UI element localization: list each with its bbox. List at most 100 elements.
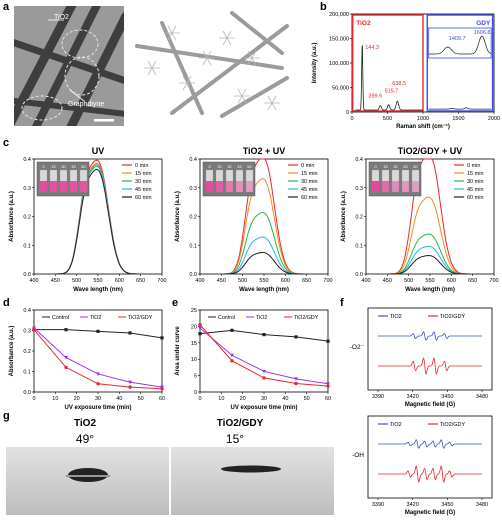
gdy-inset-frame: [428, 27, 492, 59]
data-point: [64, 356, 68, 360]
legend-label: 60 min: [467, 195, 484, 201]
y-tick-label: 20: [191, 324, 197, 330]
y-tick-label: 0.2: [355, 215, 363, 221]
spectrum-line: [221, 211, 306, 275]
data-point: [262, 376, 266, 380]
y-tick-label: 0.4: [23, 308, 31, 314]
x-tick-label: 0: [32, 396, 35, 402]
x-tick-label: 3390: [372, 502, 384, 508]
vial: [245, 169, 254, 193]
legend-label: Control: [218, 315, 235, 321]
x-tick-label: 20: [240, 396, 246, 402]
vial-liquid: [40, 181, 47, 192]
data-point: [32, 327, 36, 332]
vial-label: 30: [227, 165, 231, 169]
data-point: [262, 333, 266, 337]
data-point: [326, 382, 330, 386]
panel-label-d: d: [3, 297, 10, 309]
x-tick-label: 650: [302, 278, 311, 284]
y-tick-label: 0.3: [23, 186, 31, 192]
vial-label: 0: [374, 165, 376, 169]
y-tick-label: 15: [191, 341, 197, 347]
data-point: [160, 387, 164, 391]
absorbance-time-chart: 0 10 20 30 40 50 60 0.0 0.1 0.2 0.3 0.4 UV exposure …: [9, 308, 165, 411]
data-point: [326, 384, 330, 388]
vial-label: 15: [383, 165, 387, 169]
tem-label-graphdiyne: Graphdiyne: [68, 101, 105, 108]
vial-label: 60: [247, 165, 251, 169]
legend-label: 45 min: [467, 187, 484, 193]
y-tick-label: 0.3: [355, 186, 363, 192]
x-tick-label: 700: [157, 278, 166, 284]
vial-label: 60: [81, 165, 85, 169]
legend-label: 15 min: [135, 171, 152, 177]
x-tick-label: 0: [350, 116, 353, 122]
legend-label: 0 min: [467, 163, 480, 169]
y-tick-label: 0: [194, 390, 197, 396]
x-axis-label: UV exposure time (min): [64, 405, 131, 411]
y-axis-label: Absorbance (a.u.): [341, 191, 347, 242]
data-point: [160, 336, 164, 340]
x-tick-label: 50: [138, 396, 144, 402]
data-point: [294, 335, 298, 339]
panel-label-e: e: [172, 297, 179, 309]
vial-label: 0: [42, 165, 44, 169]
y-tick-label: 0.2: [23, 215, 31, 221]
vial: [401, 169, 410, 193]
y-axis-label: Absorbance (a.u.): [9, 191, 15, 242]
spectrum-line: [221, 178, 306, 275]
panel-c-subtitle: TiO2/GDY + UV: [398, 146, 462, 156]
x-tick-label: 550: [425, 278, 434, 284]
x-axis-label: Magnetic field (G): [405, 510, 455, 516]
area-under-curve-chart: 0 10 20 30 40 50 60 0 5 10 15 20 25 UV exposure time …: [175, 308, 331, 411]
x-axis-label: Wave length (nm): [239, 287, 289, 293]
contact-angle-tio2-gdy: 15°: [225, 432, 245, 446]
vial-liquid: [246, 181, 253, 192]
epr-trace: [378, 465, 482, 483]
vial-label: 45: [403, 165, 407, 169]
data-point: [96, 372, 100, 376]
x-tick-label: 3480: [476, 394, 488, 400]
legend-label: 45 min: [301, 187, 318, 193]
data-point: [326, 339, 330, 343]
x-tick-label: 700: [489, 278, 498, 284]
x-tick-label: 3420: [407, 394, 419, 400]
data-point: [294, 381, 298, 386]
peak-label: 144.3: [365, 45, 379, 51]
y-tick-label: 0.4: [189, 157, 197, 163]
vial-liquid: [226, 181, 233, 192]
spectrum-line: [387, 196, 472, 275]
legend-label: 15 min: [301, 171, 318, 177]
legend-label: TiO2: [256, 315, 267, 321]
vial-liquid: [236, 181, 243, 192]
tem-label-tio2: TiO2: [54, 14, 69, 21]
x-tick-label: 1500: [452, 116, 464, 122]
x-tick-label: 60: [159, 396, 165, 402]
data-point: [128, 331, 132, 335]
legend-label: 0 min: [301, 163, 314, 169]
y-axis-label: Intensity (a.u.): [312, 43, 318, 84]
tio2-raman-trace: [355, 45, 423, 111]
x-tick-label: 3450: [441, 394, 453, 400]
x-axis-label: Raman shift (cm⁻¹): [396, 123, 450, 130]
peak-label: 638.5: [392, 81, 406, 87]
vial-liquid: [372, 181, 379, 192]
legend-label: TiO2/GDY: [440, 314, 465, 320]
gdy-inset-trace: [428, 35, 492, 55]
data-point: [128, 380, 132, 385]
vial-liquid: [60, 181, 67, 192]
legend-label: 30 min: [467, 179, 484, 185]
legend-label: 45 min: [135, 187, 152, 193]
vial-liquid: [216, 181, 223, 192]
legend-label: 30 min: [135, 179, 152, 185]
vial-liquid: [402, 181, 409, 192]
legend-label: 60 min: [135, 195, 152, 201]
spectrum-line: [387, 158, 472, 275]
y-tick-label: 0.4: [23, 157, 31, 163]
y-tick-label: 50,000: [332, 86, 349, 92]
data-point: [198, 326, 202, 331]
data-point: [230, 353, 234, 358]
vial-liquid: [70, 181, 77, 192]
